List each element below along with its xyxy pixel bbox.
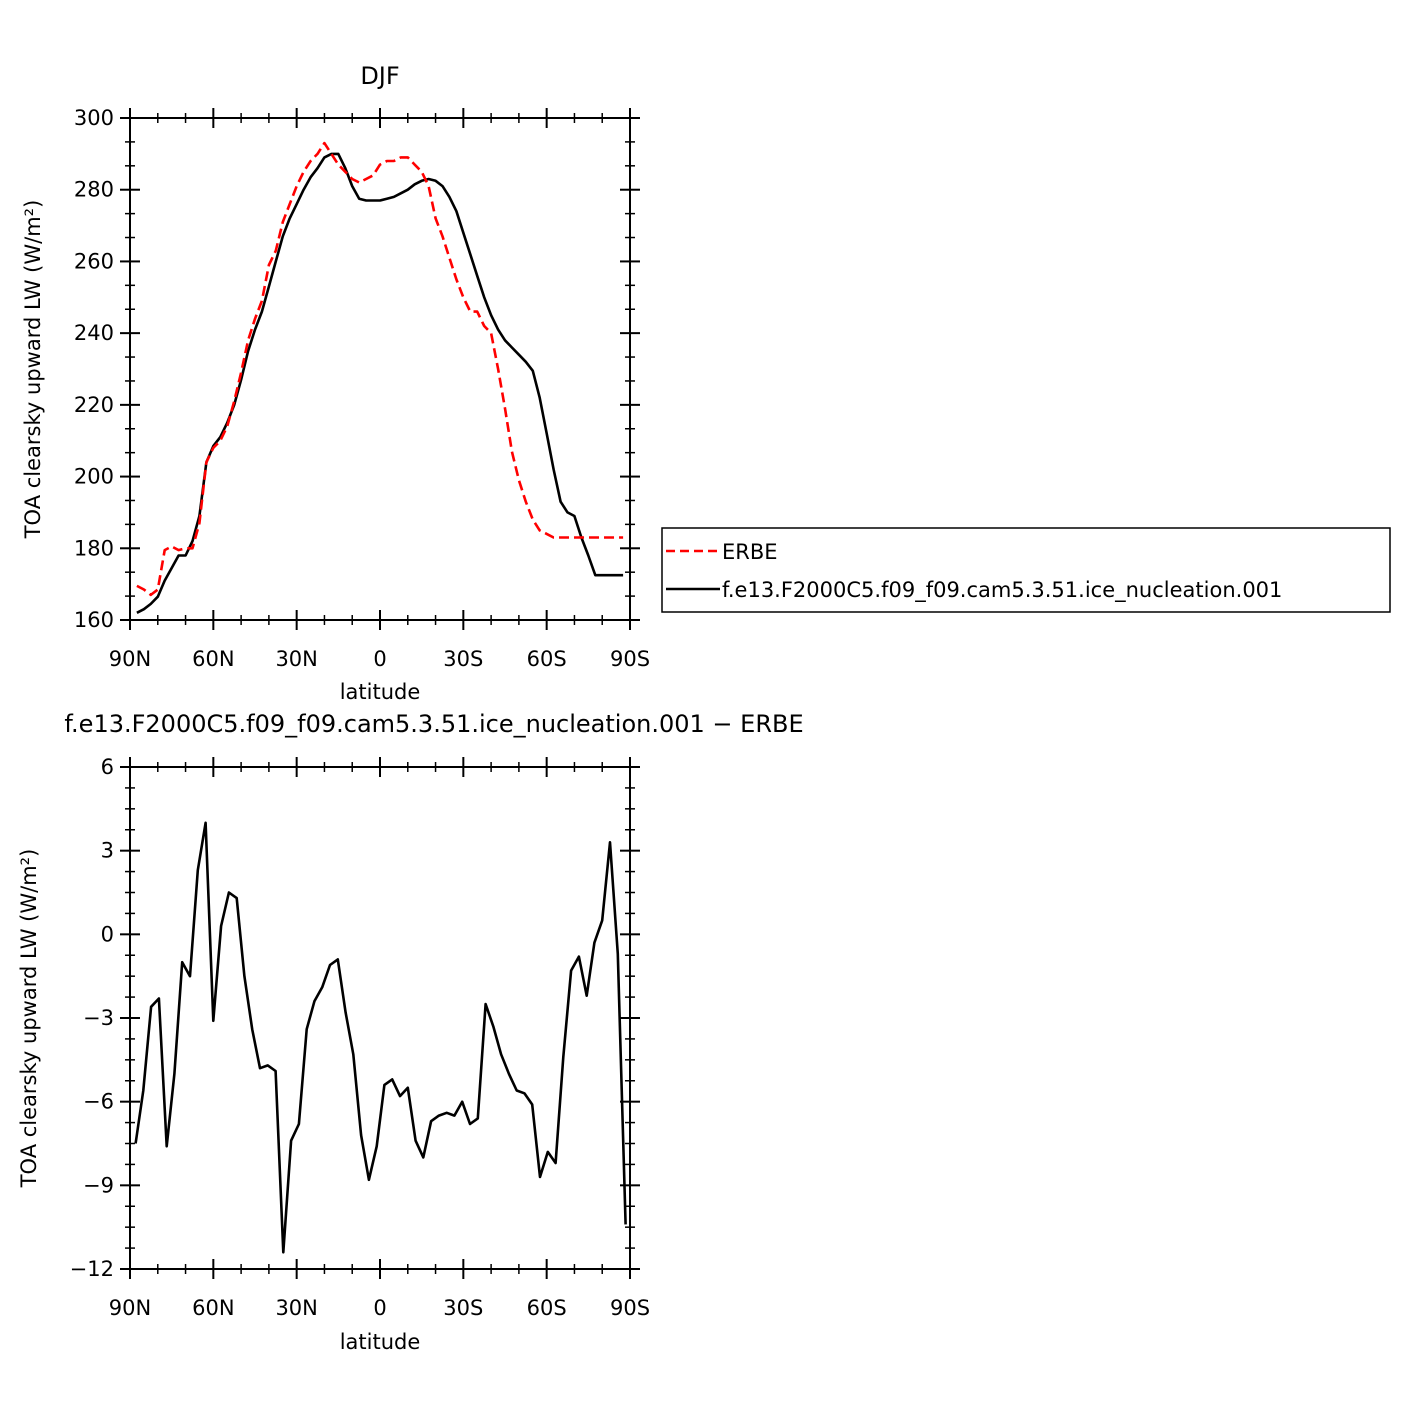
x-tick-label: 90S — [610, 1296, 650, 1320]
x-tick-label: 60N — [192, 647, 234, 671]
top-y-tick-labels: 160 180 200 220 240 260 280 300 — [74, 106, 114, 632]
bottom-panel: f.e13.F2000C5.f09_f09.cam5.3.51.ice_nucl… — [17, 710, 804, 1354]
top-x-axis-title: latitude — [340, 680, 421, 704]
x-tick-label: 30S — [443, 647, 483, 671]
bottom-plot-frame — [129, 766, 631, 1270]
y-tick-label: −3 — [83, 1006, 114, 1030]
legend-label-model: f.e13.F2000C5.f09_f09.cam5.3.51.ice_nucl… — [722, 578, 1282, 603]
bottom-series-lines — [134, 821, 627, 1254]
top-panel: DJF 160 180 200 220 240 260 280 300 90N 60N 30N 0 3… — [21, 62, 650, 704]
x-tick-label: 90N — [109, 647, 151, 671]
y-tick-label: −9 — [83, 1173, 114, 1197]
y-tick-label: 0 — [101, 922, 114, 946]
top-x-tick-labels: 90N 60N 30N 0 30S 60S 90S — [109, 647, 650, 671]
bottom-y-axis-title: TOA clearsky upward LW (W/m²) — [17, 849, 41, 1189]
y-tick-label: 160 — [74, 608, 114, 632]
x-tick-label: 90S — [610, 647, 650, 671]
y-tick-label: −6 — [83, 1090, 114, 1114]
top-chart-title: DJF — [360, 62, 399, 90]
x-tick-label: 30N — [275, 647, 317, 671]
x-tick-label: 90N — [109, 1296, 151, 1320]
y-tick-label: 220 — [74, 393, 114, 417]
y-tick-label: 3 — [101, 839, 114, 863]
y-tick-label: 200 — [74, 465, 114, 489]
x-tick-label: 30S — [443, 1296, 483, 1320]
y-tick-label: 180 — [74, 536, 114, 560]
series-line-difference — [134, 821, 627, 1254]
x-tick-label: 0 — [373, 1296, 386, 1320]
top-y-axis-title: TOA clearsky upward LW (W/m²) — [21, 200, 45, 540]
bottom-chart-title: f.e13.F2000C5.f09_f09.cam5.3.51.ice_nucl… — [64, 710, 803, 738]
x-tick-label: 60S — [527, 1296, 567, 1320]
bottom-x-axis-title: latitude — [340, 1330, 421, 1354]
top-axis-ticks — [120, 108, 640, 630]
y-tick-label: 240 — [74, 321, 114, 345]
y-tick-label: 260 — [74, 249, 114, 273]
y-tick-label: 6 — [101, 755, 114, 779]
series-line-f-e13-f2000c5-f09-f09-cam5-3-51-ice-nucleation-001 — [136, 152, 624, 614]
y-tick-label: −12 — [70, 1257, 114, 1281]
legend-box — [661, 527, 1391, 613]
top-plot-frame — [129, 117, 631, 621]
legend-label-erbe: ERBE — [722, 540, 778, 564]
x-tick-label: 0 — [373, 647, 386, 671]
y-tick-label: 300 — [74, 106, 114, 130]
legend: ERBE f.e13.F2000C5.f09_f09.cam5.3.51.ice… — [661, 527, 1391, 613]
x-tick-label: 60N — [192, 1296, 234, 1320]
bottom-y-tick-labels: −12 −9 −6 −3 0 3 6 — [70, 755, 114, 1281]
series-line-erbe — [136, 141, 624, 597]
x-tick-label: 30N — [275, 1296, 317, 1320]
bottom-x-tick-labels: 90N 60N 30N 0 30S 60S 90S — [109, 1296, 650, 1320]
y-tick-label: 280 — [74, 178, 114, 202]
top-series-lines — [136, 141, 624, 614]
bottom-axis-ticks — [120, 757, 640, 1279]
x-tick-label: 60S — [527, 647, 567, 671]
